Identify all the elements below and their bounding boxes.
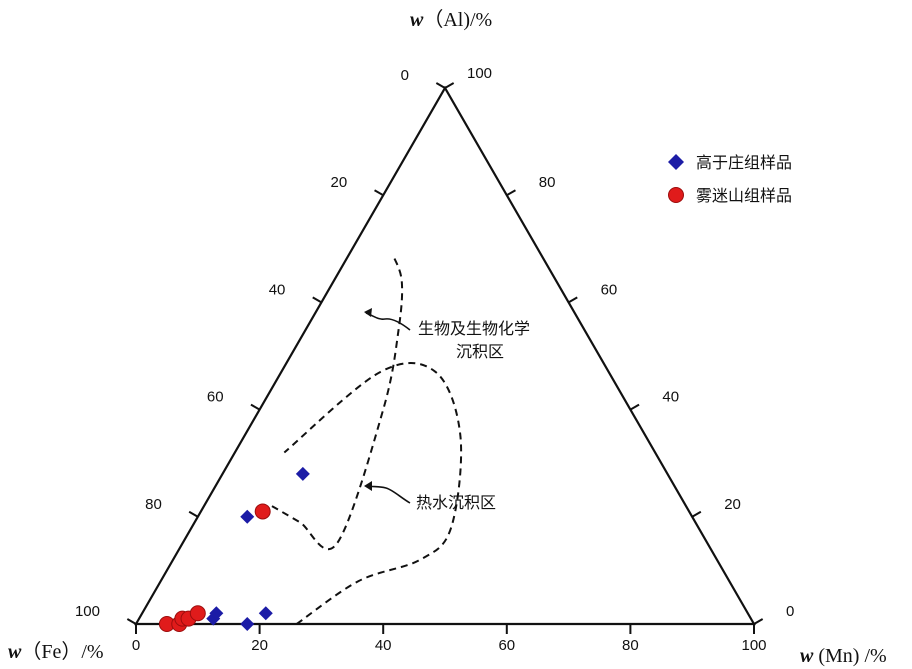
- hydro-annotation-pointer: [365, 485, 411, 504]
- apex-tick: [444, 82, 455, 89]
- left-tick: [126, 618, 137, 625]
- legend-diamond-marker: [668, 154, 684, 170]
- left-tick-label: 0: [401, 67, 409, 84]
- data-points: [158, 466, 310, 632]
- right-tick: [629, 403, 640, 411]
- left-tick-label: 20: [331, 174, 348, 191]
- right-tick-label: 60: [601, 281, 618, 298]
- annotation-bio-line2: 沉积区: [456, 342, 504, 361]
- legend-label-wumishan: 雾迷山组样品: [696, 186, 792, 205]
- top-axis-title: w（Al)/%: [410, 8, 492, 31]
- legend-circle-marker: [668, 187, 684, 203]
- right-tick: [506, 189, 516, 197]
- right-tick-label: 0: [786, 603, 794, 620]
- bottom-tick-label: 60: [498, 637, 515, 654]
- deposition-regions: [271, 253, 463, 625]
- right-tick: [753, 618, 764, 625]
- left-tick-label: 60: [207, 389, 224, 406]
- right-tick-label: 40: [662, 389, 679, 406]
- left-tick: [435, 82, 446, 89]
- bio-region-boundary: [271, 253, 404, 551]
- left-tick: [374, 189, 384, 197]
- gaoyuzhuang-sample-point: [295, 466, 310, 481]
- left-tick-label: 80: [145, 496, 162, 513]
- gaoyuzhuang-sample-point: [240, 509, 255, 524]
- annotation-pointers: [364, 308, 411, 504]
- wumishan-sample-point: [254, 503, 271, 520]
- left-tick: [250, 403, 261, 411]
- left-tick-label: 100: [75, 603, 100, 620]
- right-tick: [568, 296, 578, 304]
- bottom-tick-label: 80: [622, 637, 639, 654]
- hydro-annotation-arrowhead: [364, 481, 372, 491]
- gaoyuzhuang-sample-point: [258, 606, 273, 621]
- gaoyuzhuang-sample-point: [240, 617, 255, 631]
- annotation-bio-line1: 生物及生物化学: [418, 319, 530, 338]
- wumishan-sample-point: [189, 605, 206, 622]
- left-tick: [188, 510, 199, 518]
- bio-annotation-arrowhead: [364, 308, 372, 317]
- bottom-tick-label: 100: [741, 637, 766, 654]
- right-tick-label: 20: [724, 496, 741, 513]
- right-tick-label: 80: [539, 174, 556, 191]
- gaoyuzhuang-sample-point: [209, 606, 224, 621]
- left-tick-label: 40: [269, 281, 286, 298]
- ternary-triangle-frame: [134, 85, 756, 626]
- apex-tick-label: 100: [467, 65, 492, 82]
- bottom-tick-label: 20: [251, 637, 268, 654]
- bottom-tick-label: 40: [375, 637, 392, 654]
- right-tick: [691, 510, 702, 518]
- bio-annotation-pointer: [365, 312, 411, 331]
- right-axis-title: w (Mn) /%: [800, 645, 887, 667]
- hydrothermal-region-boundary: [283, 362, 463, 625]
- legend: 高于庄组样品 雾迷山组样品: [668, 153, 792, 205]
- left-axis-title: w（Fe）/%: [8, 640, 104, 663]
- left-tick: [312, 296, 322, 304]
- tick-marks: [126, 82, 764, 634]
- annotation-hydro: 热水沉积区: [416, 493, 496, 512]
- legend-label-gaoyuzhuang: 高于庄组样品: [696, 153, 792, 172]
- bottom-tick-label: 0: [132, 637, 140, 654]
- tick-labels: 0 20 40 60 80 100 0 20 40 60 80 100 80 60 40 20 0 100: [75, 65, 794, 654]
